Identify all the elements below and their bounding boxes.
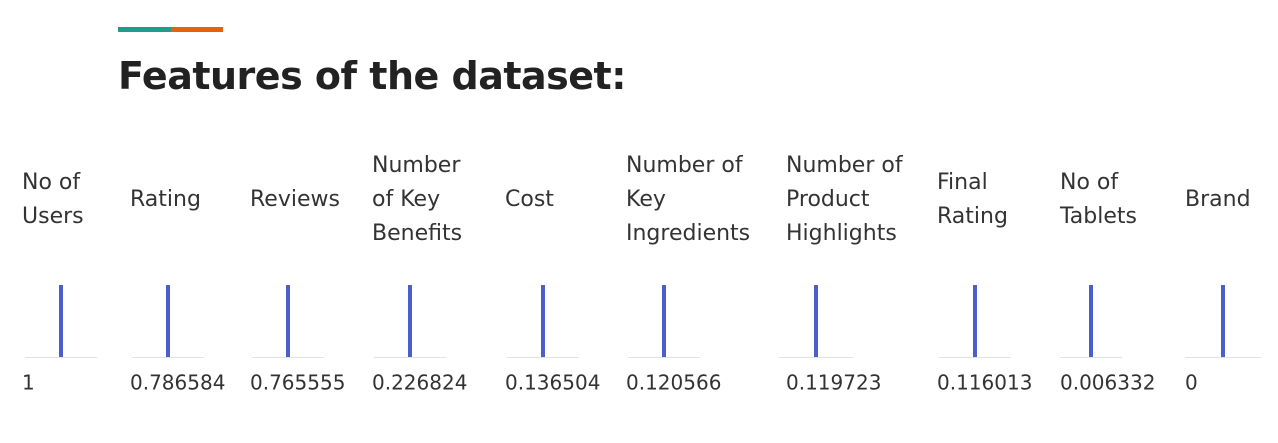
column-header: Final Rating <box>937 170 1008 229</box>
value-label: 0.116013 <box>937 371 1032 395</box>
bar <box>1221 285 1225 357</box>
column-header: Number of Key Ingredients <box>626 153 750 246</box>
column-header-line: Key <box>626 187 666 212</box>
column-header-line: Users <box>22 204 84 229</box>
value-label: 0.119723 <box>786 371 881 395</box>
column-header-line: Highlights <box>786 221 897 246</box>
bar <box>814 285 818 357</box>
value-label: 0.786584 <box>130 371 225 395</box>
bar <box>1089 285 1093 357</box>
value-label: 0.765555 <box>250 371 345 395</box>
value-label: 1 <box>22 371 35 395</box>
column-header-line: Rating <box>130 187 201 212</box>
column-header: Brand <box>1185 187 1251 212</box>
column-header-line: Final <box>937 170 988 195</box>
column-header-line: No of <box>22 170 81 195</box>
value-label: 0.136504 <box>505 371 600 395</box>
bar <box>286 285 290 357</box>
column-header: Number of Product Highlights <box>786 153 904 246</box>
accent-segment-orange <box>170 27 223 32</box>
column-header-line: Benefits <box>372 221 462 246</box>
column-header-line: Reviews <box>250 187 340 212</box>
column-header-line: No of <box>1060 170 1119 195</box>
column-header-line: Rating <box>937 204 1008 229</box>
column-header: Cost <box>505 187 554 212</box>
column-header-line: Ingredients <box>626 221 750 246</box>
column-header-line: Product <box>786 187 870 212</box>
column-header-line: Number of <box>626 153 744 178</box>
column-header-line: of Key <box>372 187 440 212</box>
column-header: No of Users <box>22 170 84 229</box>
column-header-line: Number <box>372 153 461 178</box>
value-label: 0.226824 <box>372 371 467 395</box>
accent-segment-teal <box>118 27 171 32</box>
value-label: 0 <box>1185 371 1198 395</box>
title-accent-bar <box>118 27 223 32</box>
value-label: 0.006332 <box>1060 371 1155 395</box>
bar <box>973 285 977 357</box>
bar <box>59 285 63 357</box>
column-header: Number of Key Benefits <box>372 153 462 246</box>
bar <box>662 285 666 357</box>
column-header: Reviews <box>250 187 340 212</box>
bar <box>408 285 412 357</box>
column-header-line: Brand <box>1185 187 1251 212</box>
column-header: Rating <box>130 187 201 212</box>
column-header-line: Tablets <box>1059 204 1137 229</box>
column-header-line: Number of <box>786 153 904 178</box>
column-header: No of Tablets <box>1059 170 1137 229</box>
value-label: 0.120566 <box>626 371 721 395</box>
page-title: Features of the dataset: <box>118 54 626 98</box>
bar <box>541 285 545 357</box>
bar <box>166 285 170 357</box>
column-header-line: Cost <box>505 187 554 212</box>
